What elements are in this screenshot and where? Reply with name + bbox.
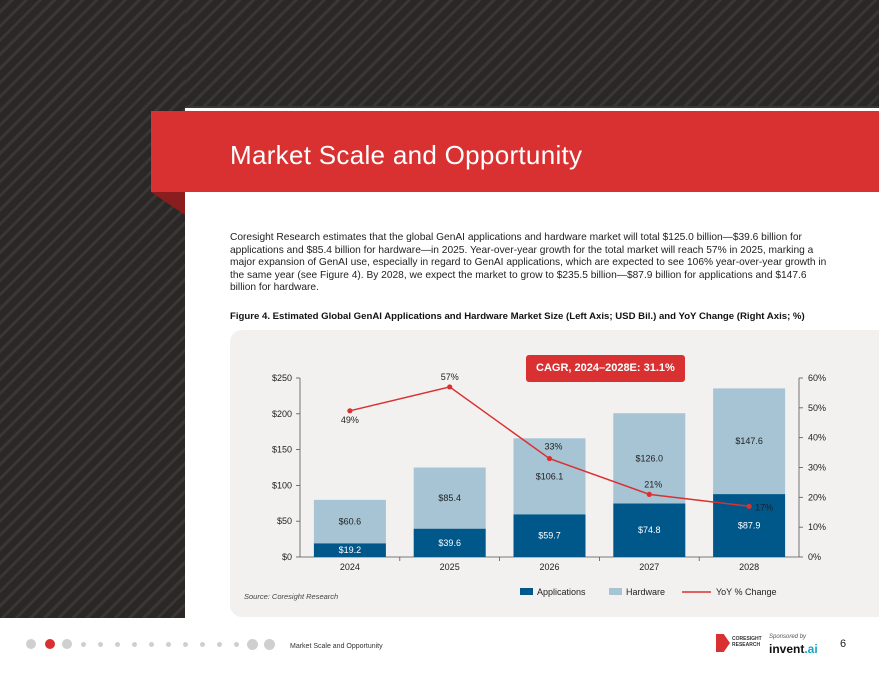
title-banner <box>151 111 879 192</box>
legend-label-yoy: YoY % Change <box>716 587 777 597</box>
data-label-applications: $19.2 <box>339 545 362 555</box>
bar-applications-2026 <box>513 514 586 557</box>
data-label-applications: $74.8 <box>638 525 661 535</box>
x-axis-tick-label: 2025 <box>440 562 460 572</box>
left-axis-tick-label: $50 <box>277 516 292 526</box>
progress-dot <box>115 641 120 647</box>
data-label-hardware: $147.6 <box>735 436 763 446</box>
right-axis-tick-label: 10% <box>808 522 826 532</box>
cagr-value: 31.1% <box>643 362 675 374</box>
coresight-logo-icon <box>716 634 730 652</box>
progress-dot <box>234 641 239 647</box>
data-label-applications: $39.6 <box>438 538 461 548</box>
progress-dot <box>149 641 154 647</box>
progress-dot <box>217 641 222 647</box>
yoy-point-2025 <box>447 384 453 390</box>
yoy-point-2028 <box>746 503 752 509</box>
market-size-chart: $0 $50 $100 $150 $200 $250 0% 10% 20% 30% 40% 50% 60… <box>272 372 826 597</box>
title-banner-fold <box>151 192 185 215</box>
progress-dot <box>62 639 72 649</box>
intro-paragraph: Coresight Research estimates that the gl… <box>230 232 827 294</box>
bar-hardware-2027 <box>613 413 686 504</box>
progress-dot <box>98 641 103 647</box>
footer-section-label: Market Scale and Opportunity <box>290 643 383 650</box>
bar-hardware-2025 <box>413 467 486 529</box>
progress-dot <box>132 641 137 647</box>
legend-label-applications: Applications <box>537 587 586 597</box>
bar-hardware-2026 <box>513 438 586 515</box>
data-label-applications: $59.7 <box>538 531 561 541</box>
yoy-point-2026 <box>546 455 553 462</box>
page-number: 6 <box>840 638 847 650</box>
left-axis-tick-label: $100 <box>272 480 292 490</box>
legend-swatch-applications <box>520 588 533 595</box>
legend-swatch-hardware <box>609 588 622 595</box>
x-axis-tick-label: 2027 <box>639 562 659 572</box>
coresight-logo: CORESIGHT RESEARCH <box>716 634 762 652</box>
right-axis-tick-label: 40% <box>808 433 826 443</box>
decorative-stripes-left <box>0 0 185 618</box>
chart-source: Source: Coresight Research <box>244 592 339 601</box>
progress-dot <box>247 638 258 650</box>
data-label-hardware: $85.4 <box>438 493 461 503</box>
figure-title: Figure 4. Estimated Global GenAI Applica… <box>230 311 805 322</box>
data-label-hardware: $126.0 <box>636 453 664 463</box>
page-title: Market Scale and Opportunity <box>230 140 583 170</box>
progress-dot <box>45 639 55 649</box>
left-axis-tick-label: $0 <box>282 552 292 562</box>
cagr-label: CAGR, 2024–2028E: <box>536 362 641 374</box>
bar-hardware-2028 <box>713 388 786 495</box>
left-axis-tick-label: $150 <box>272 445 292 455</box>
yoy-point-2027 <box>646 491 652 497</box>
yoy-label: 17% <box>755 502 773 512</box>
decorative-stripes-top <box>185 0 879 106</box>
right-axis-tick-label: 60% <box>808 373 826 383</box>
data-label-hardware: $106.1 <box>536 471 564 481</box>
progress-dot <box>26 639 36 649</box>
coresight-logo-text: CORESIGHT RESEARCH <box>732 636 762 648</box>
yoy-point-2024 <box>347 408 353 414</box>
x-axis-tick-label: 2028 <box>739 562 759 572</box>
progress-dot <box>166 641 171 647</box>
bar-applications-2025 <box>413 528 486 557</box>
yoy-label: 21% <box>644 479 662 489</box>
bar-applications-2024 <box>313 543 386 557</box>
yoy-label: 33% <box>544 442 562 452</box>
right-axis-tick-label: 30% <box>808 463 826 473</box>
bar-applications-2027 <box>613 503 686 557</box>
data-label-applications: $87.9 <box>738 521 761 531</box>
legend-label-hardware: Hardware <box>626 587 665 597</box>
right-axis-tick-label: 0% <box>808 552 821 562</box>
progress-dot <box>81 641 86 647</box>
data-label-hardware: $60.6 <box>339 517 362 527</box>
cagr-callout: CAGR, 2024–2028E: 31.1% <box>526 355 685 382</box>
sponsored-by-label: Sponsored by <box>769 634 807 640</box>
right-axis-tick-label: 20% <box>808 492 826 502</box>
right-axis-tick-label: 50% <box>808 403 826 413</box>
yoy-label: 49% <box>341 415 359 425</box>
sponsor-logo: invent.ai <box>769 642 818 656</box>
left-axis-tick-label: $200 <box>272 409 292 419</box>
progress-dot <box>200 641 205 647</box>
yoy-label: 57% <box>441 372 459 382</box>
x-axis-tick-label: 2024 <box>340 562 360 572</box>
progress-dot <box>264 638 275 650</box>
bar-hardware-2024 <box>313 499 386 544</box>
progress-dot <box>183 641 188 647</box>
left-axis-tick-label: $250 <box>272 373 292 383</box>
divider <box>185 106 879 108</box>
x-axis-tick-label: 2026 <box>539 562 559 572</box>
